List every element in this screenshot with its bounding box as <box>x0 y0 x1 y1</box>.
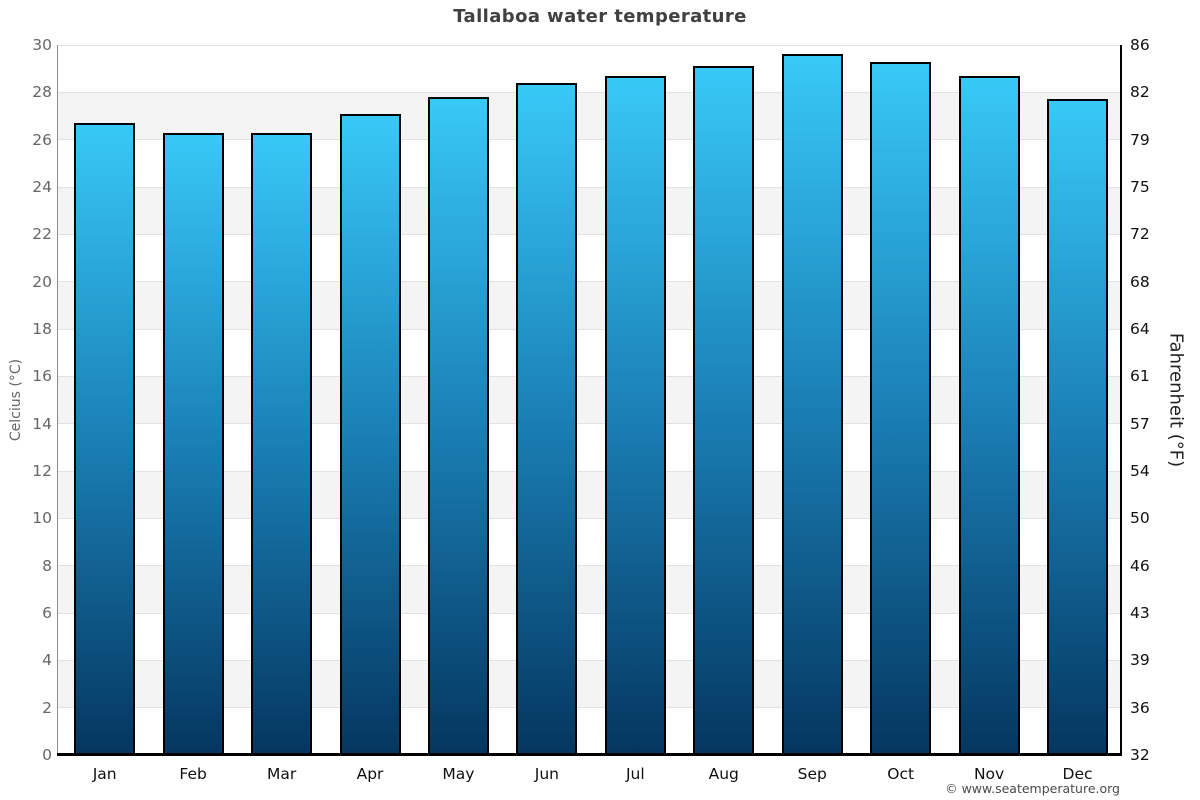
fahrenheit-tick-label: 72 <box>1130 225 1150 244</box>
celsius-tick-label: 0 <box>42 746 52 764</box>
fahrenheit-tick-label: 39 <box>1130 651 1150 670</box>
celsius-tick-label: 2 <box>42 698 52 717</box>
gridline <box>58 281 1122 283</box>
bar-may <box>427 97 489 755</box>
celsius-tick-label: 20 <box>32 272 52 291</box>
month-label-may: May <box>442 765 475 783</box>
gridline <box>58 517 1122 519</box>
bar-dec <box>1047 99 1109 755</box>
fahrenheit-axis-line <box>1120 45 1122 755</box>
month-label-feb: Feb <box>179 765 207 783</box>
gridline <box>58 659 1122 661</box>
fahrenheit-tick-label: 86 <box>1130 36 1150 54</box>
plot-area <box>58 44 1122 755</box>
month-label-jan: Jan <box>92 765 117 783</box>
fahrenheit-tick-label: 68 <box>1130 272 1150 291</box>
month-label-nov: Nov <box>973 765 1005 783</box>
fahrenheit-tick-label: 32 <box>1130 746 1150 764</box>
celsius-tick-label: 22 <box>32 225 52 244</box>
celsius-tick-label: 6 <box>42 604 52 622</box>
month-label-mar: Mar <box>266 765 297 783</box>
gridline <box>58 233 1122 235</box>
bar-apr <box>339 113 401 755</box>
chart-title: Tallaboa water temperature <box>453 6 747 27</box>
fahrenheit-tick-label: 46 <box>1130 556 1150 575</box>
fahrenheit-axis-title: Fahrenheit (°F) <box>1165 332 1187 468</box>
month-label-jun: Jun <box>534 765 559 783</box>
fahrenheit-tick-label: 61 <box>1130 367 1150 386</box>
celsius-tick-label: 24 <box>32 178 52 196</box>
bar-jun <box>516 82 578 755</box>
fahrenheit-tick-label: 36 <box>1130 698 1150 717</box>
fahrenheit-tick-label: 43 <box>1130 604 1150 622</box>
gridline <box>58 328 1122 330</box>
month-label-apr: Apr <box>356 765 384 783</box>
fahrenheit-tick-label: 64 <box>1130 320 1150 338</box>
celsius-tick-label: 28 <box>32 83 52 102</box>
gridline <box>58 423 1122 425</box>
month-label-dec: Dec <box>1062 765 1093 783</box>
gridline <box>58 139 1122 141</box>
month-label-jul: Jul <box>625 765 645 783</box>
bar-oct <box>870 61 932 755</box>
bar-jul <box>604 75 666 755</box>
fahrenheit-tick-label: 50 <box>1130 509 1150 528</box>
celsius-tick-label: 18 <box>32 320 52 338</box>
celsius-tick-label: 10 <box>32 509 52 528</box>
gridline <box>58 44 1122 46</box>
bar-jan <box>74 123 136 755</box>
copyright-watermark: © www.seatemperature.org <box>945 781 1120 796</box>
gridline <box>58 91 1122 93</box>
celsius-tick-label: 8 <box>42 556 52 575</box>
celsius-tick-label: 30 <box>32 36 52 54</box>
gridline <box>58 186 1122 188</box>
gridline <box>58 707 1122 709</box>
fahrenheit-tick-label: 79 <box>1130 130 1150 149</box>
celsius-tick-label: 26 <box>32 130 52 149</box>
fahrenheit-tick-label: 54 <box>1130 462 1150 480</box>
month-label-aug: Aug <box>708 765 739 783</box>
bar-aug <box>693 66 755 755</box>
x-axis-line <box>57 753 1122 756</box>
month-label-oct: Oct <box>887 765 915 783</box>
celsius-tick-label: 4 <box>42 651 52 670</box>
celsius-axis-line <box>57 45 58 755</box>
gridline <box>58 612 1122 614</box>
celsius-tick-label: 14 <box>32 414 52 433</box>
celsius-tick-label: 12 <box>32 462 52 480</box>
fahrenheit-tick-label: 82 <box>1130 83 1150 102</box>
bar-feb <box>162 132 224 755</box>
gridline <box>58 375 1122 377</box>
bar-mar <box>251 132 313 755</box>
fahrenheit-tick-label: 57 <box>1130 414 1150 433</box>
gridline <box>58 565 1122 567</box>
bar-sep <box>781 54 843 755</box>
bar-nov <box>958 75 1020 755</box>
month-label-sep: Sep <box>797 765 827 783</box>
celsius-tick-label: 16 <box>32 367 52 386</box>
fahrenheit-tick-label: 75 <box>1130 178 1150 196</box>
gridline <box>58 470 1122 472</box>
